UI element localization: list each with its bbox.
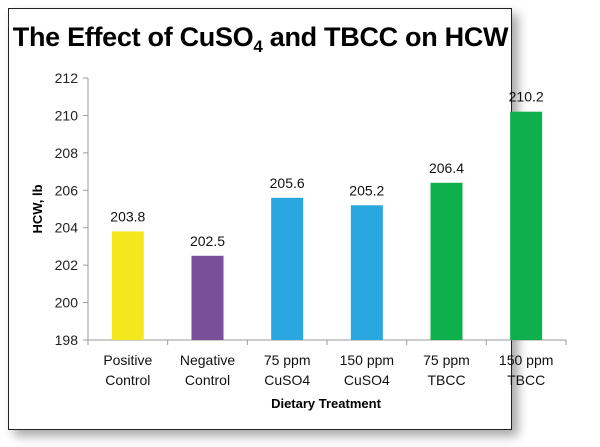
y-tick-label: 206: [55, 182, 79, 198]
x-tick-label: Control: [185, 372, 230, 388]
x-tick-label: Negative: [180, 352, 235, 368]
y-tick-label: 204: [55, 220, 79, 236]
x-tick-label: TBCC: [427, 372, 465, 388]
x-tick-label: Control: [105, 372, 150, 388]
bar: [430, 182, 463, 340]
y-axis-title: HCW, lb: [30, 184, 45, 233]
x-tick-label: 75 ppm: [264, 352, 311, 368]
x-tick-label: Positive: [103, 352, 152, 368]
x-tick-label: 75 ppm: [423, 352, 470, 368]
y-tick-label: 198: [55, 332, 79, 348]
y-tick-label: 212: [55, 70, 79, 86]
chart-title: The Effect of CuSO4 and TBCC on HCW: [8, 22, 513, 57]
title-subscript: 4: [253, 37, 263, 56]
data-label: 205.2: [349, 182, 384, 198]
data-label: 203.8: [110, 208, 145, 224]
bar: [271, 197, 304, 340]
x-tick-label: TBCC: [507, 372, 545, 388]
x-tick-label: CuSO4: [264, 372, 310, 388]
x-tick-label: 150 ppm: [499, 352, 553, 368]
chart-frame: [8, 8, 512, 430]
x-tick-label: 150 ppm: [340, 352, 394, 368]
y-tick-label: 210: [55, 107, 79, 123]
title-text-end: and TBCC on HCW: [262, 22, 509, 52]
x-axis-title: Dietary Treatment: [271, 396, 381, 411]
bar: [350, 205, 383, 340]
title-text: The Effect of CuSO: [12, 22, 254, 52]
y-tick-label: 202: [55, 257, 79, 273]
data-label: 210.2: [509, 89, 544, 105]
x-tick-label: CuSO4: [344, 372, 390, 388]
y-tick-label: 208: [55, 145, 79, 161]
bar: [510, 111, 543, 340]
data-label: 205.6: [270, 175, 305, 191]
bar: [111, 231, 144, 340]
data-label: 206.4: [429, 160, 464, 176]
data-label: 202.5: [190, 233, 225, 249]
y-tick-label: 200: [55, 295, 79, 311]
bar: [191, 255, 224, 340]
